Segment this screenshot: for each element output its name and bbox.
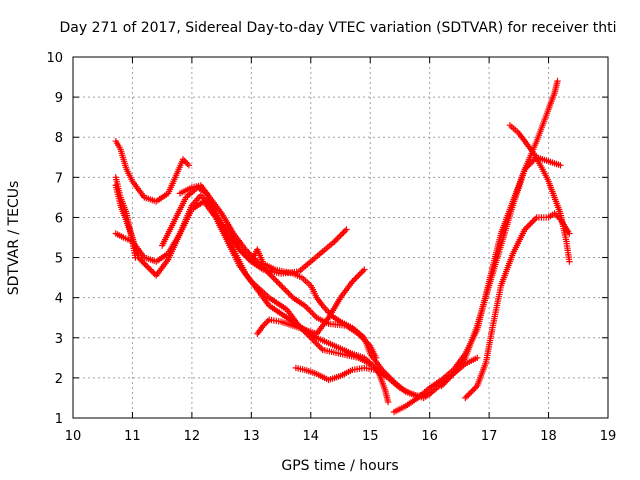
y-axis-label: SDTVAR / TECUs bbox=[6, 181, 22, 296]
x-tick-label: 18 bbox=[540, 429, 557, 444]
y-tick-label: 1 bbox=[55, 412, 63, 427]
x-axis-label: GPS time / hours bbox=[281, 458, 398, 474]
x-tick-label: 14 bbox=[303, 429, 320, 444]
plot-frame bbox=[72, 56, 609, 419]
data-series-trace-1 bbox=[112, 138, 193, 205]
y-tick-label: 2 bbox=[55, 372, 63, 387]
data-series-trace-11 bbox=[438, 77, 561, 390]
x-tick-label: 13 bbox=[243, 429, 260, 444]
x-tick-label: 15 bbox=[362, 429, 379, 444]
y-tick-label: 5 bbox=[55, 252, 63, 267]
y-tick-label: 10 bbox=[46, 51, 63, 66]
data-series-trace-5 bbox=[159, 184, 350, 277]
x-tick-label: 11 bbox=[124, 429, 141, 444]
x-tick-label: 17 bbox=[481, 429, 498, 444]
y-tick-label: 8 bbox=[55, 131, 63, 146]
x-tick-label: 19 bbox=[600, 429, 617, 444]
x-tick-label: 10 bbox=[65, 429, 82, 444]
data-series-trace-12 bbox=[462, 210, 573, 402]
data-layer bbox=[112, 77, 573, 416]
chart-title: Day 271 of 2017, Sidereal Day-to-day VTE… bbox=[60, 20, 617, 36]
data-series-trace-10 bbox=[390, 154, 564, 416]
y-tick-label: 6 bbox=[55, 211, 63, 226]
y-tick-label: 3 bbox=[55, 332, 63, 347]
data-series-trace-4 bbox=[112, 198, 374, 368]
data-series-trace-8 bbox=[254, 266, 368, 337]
x-tick-label: 16 bbox=[421, 429, 438, 444]
y-tick-label: 9 bbox=[55, 91, 63, 106]
y-tick-label: 7 bbox=[55, 171, 63, 186]
y-tick-label: 4 bbox=[55, 292, 63, 307]
x-tick-label: 12 bbox=[184, 429, 201, 444]
data-series-trace-13 bbox=[506, 122, 573, 265]
